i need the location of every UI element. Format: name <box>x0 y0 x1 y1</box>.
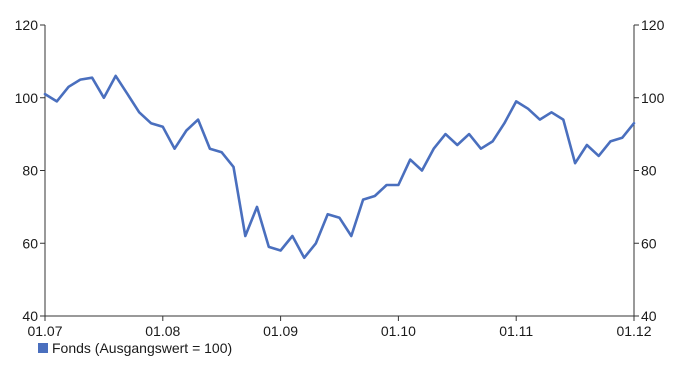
legend: Fonds (Ausgangswert = 100) <box>38 340 232 356</box>
x-tick-label: 01.07 <box>27 323 62 339</box>
legend-swatch <box>38 343 48 353</box>
y-tick-label-right: 100 <box>641 90 665 106</box>
x-tick-label: 01.09 <box>263 323 298 339</box>
y-tick-label-left: 40 <box>22 308 38 324</box>
series-line <box>43 74 636 260</box>
series-lines <box>43 74 636 260</box>
y-tick-label-left: 120 <box>15 17 39 33</box>
x-tick-label: 01.10 <box>381 323 416 339</box>
y-tick-label-left: 60 <box>22 235 38 251</box>
x-tick-label: 01.12 <box>616 323 651 339</box>
y-tick-label-right: 80 <box>641 163 657 179</box>
ticks: 40 40 60 60 80 80 100 100 120 120 01.07 01.08 01.09 0… <box>15 17 665 339</box>
y-tick-label-right: 60 <box>641 235 657 251</box>
y-tick-label-right: 120 <box>641 17 665 33</box>
y-tick-label-right: 40 <box>641 308 657 324</box>
x-tick-label: 01.08 <box>145 323 180 339</box>
x-tick-label: 01.11 <box>499 323 533 339</box>
y-tick-label-left: 100 <box>15 90 39 106</box>
y-tick-label-left: 80 <box>22 163 38 179</box>
legend-label: Fonds (Ausgangswert = 100) <box>52 340 233 356</box>
axes <box>44 25 635 317</box>
